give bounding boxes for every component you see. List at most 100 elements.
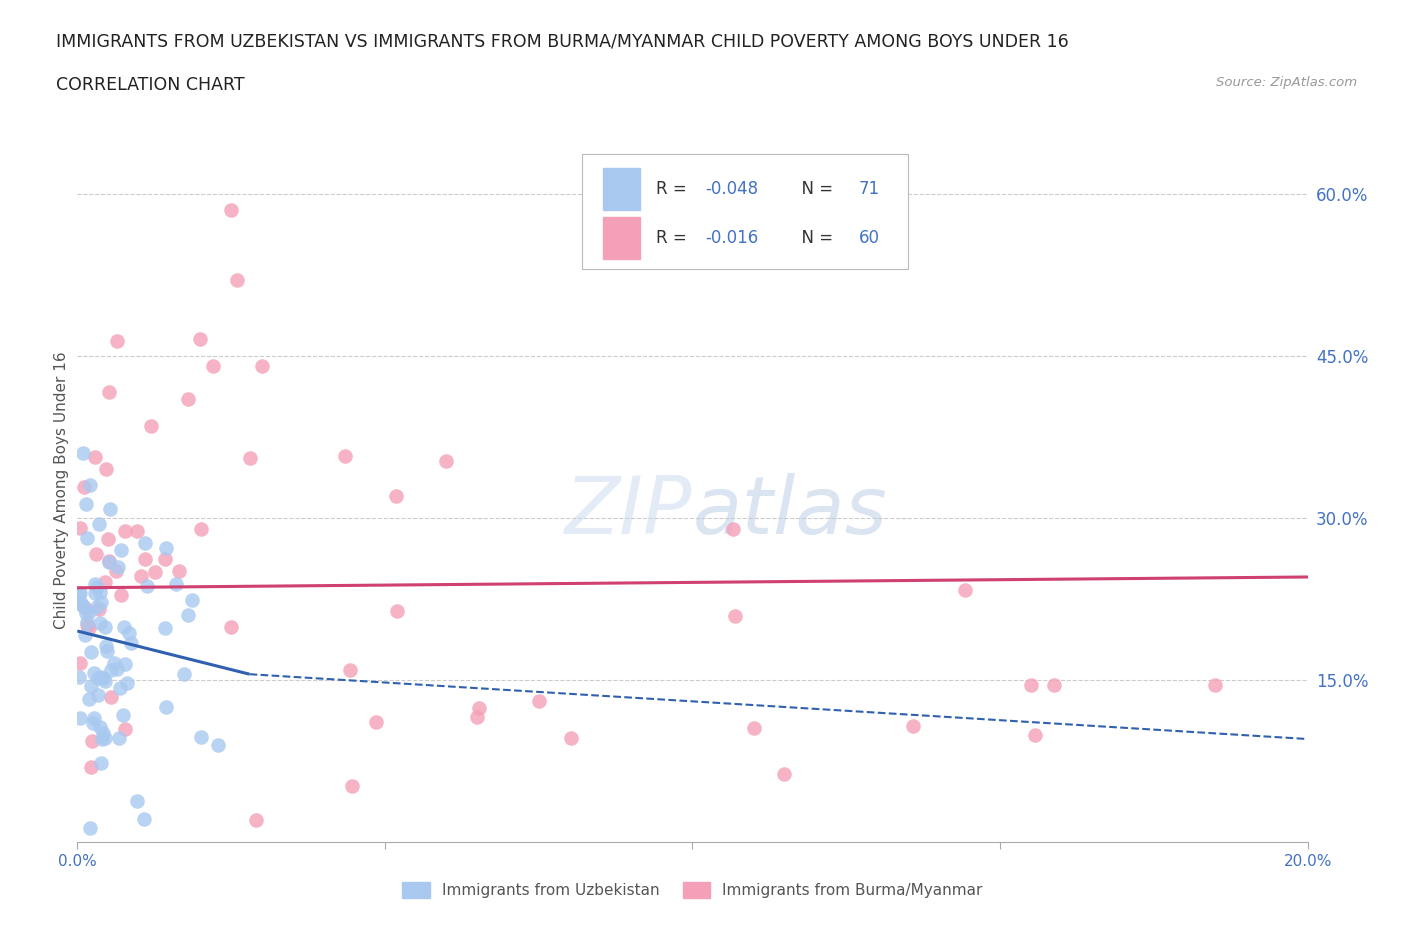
Point: [86, 580, 108, 595]
Point: [67, 670, 90, 684]
Text: R =: R =: [655, 179, 692, 198]
Point: [77, 604, 100, 619]
Point: [76, 614, 98, 629]
Point: [100, 662, 122, 677]
Point: [80, 679, 103, 694]
Point: [94, 638, 117, 653]
Point: [96, 644, 118, 658]
Point: [69, 521, 91, 536]
Point: [80, 760, 103, 775]
Point: [115, 676, 138, 691]
Point: [339, 662, 361, 677]
Point: [134, 811, 156, 826]
Point: [100, 502, 122, 517]
Point: [67, 587, 90, 602]
Point: [89, 616, 111, 631]
Point: [97, 554, 120, 569]
Point: [127, 524, 149, 538]
Point: [69, 656, 91, 671]
Point: [111, 708, 134, 723]
Text: 60: 60: [859, 229, 880, 246]
Point: [219, 619, 242, 634]
Point: [465, 710, 488, 724]
Point: [73, 628, 96, 643]
Point: [107, 560, 129, 575]
Point: [69, 711, 91, 725]
Point: [219, 203, 242, 218]
Point: [90, 594, 112, 609]
Point: [91, 725, 114, 740]
Point: [155, 699, 177, 714]
Text: IMMIGRANTS FROM UZBEKISTAN VS IMMIGRANTS FROM BURMA/MYANMAR CHILD POVERTY AMONG : IMMIGRANTS FROM UZBEKISTAN VS IMMIGRANTS…: [56, 33, 1069, 50]
Point: [190, 730, 212, 745]
Point: [73, 601, 96, 616]
Point: [83, 665, 105, 680]
Point: [207, 737, 229, 752]
Point: [155, 540, 177, 555]
Text: R =: R =: [655, 229, 692, 246]
Point: [560, 730, 582, 745]
Point: [108, 681, 131, 696]
Point: [79, 478, 101, 493]
Point: [90, 670, 112, 684]
Point: [143, 565, 166, 579]
Point: [134, 536, 156, 551]
Point: [80, 644, 103, 659]
Point: [384, 488, 406, 503]
Point: [201, 359, 224, 374]
Text: N =: N =: [792, 179, 838, 198]
Point: [76, 530, 98, 545]
Point: [468, 700, 491, 715]
Point: [98, 554, 121, 569]
Point: [110, 588, 132, 603]
Text: 71: 71: [859, 179, 880, 198]
Point: [87, 671, 110, 685]
Point: [181, 592, 204, 607]
Point: [83, 577, 105, 591]
Point: [190, 521, 212, 536]
Bar: [603, 167, 640, 210]
Point: [1019, 678, 1042, 693]
Point: [100, 690, 122, 705]
Point: [340, 778, 363, 793]
Point: [250, 359, 273, 374]
Point: [91, 671, 114, 685]
Point: [82, 715, 104, 730]
Point: [105, 662, 128, 677]
Point: [89, 602, 111, 617]
Point: [188, 332, 212, 347]
Point: [84, 450, 107, 465]
Text: CORRELATION CHART: CORRELATION CHART: [56, 76, 245, 94]
Y-axis label: Child Poverty Among Boys Under 16: Child Poverty Among Boys Under 16: [53, 352, 69, 630]
Point: [120, 636, 142, 651]
Point: [103, 656, 125, 671]
Point: [239, 451, 262, 466]
Point: [77, 621, 100, 636]
Text: Source: ZipAtlas.com: Source: ZipAtlas.com: [1216, 76, 1357, 89]
Point: [86, 599, 108, 614]
Point: [721, 522, 744, 537]
Point: [155, 551, 177, 566]
Point: [364, 714, 387, 729]
Point: [79, 821, 101, 836]
Point: [70, 595, 93, 610]
Point: [83, 711, 105, 725]
Point: [72, 598, 94, 613]
Text: N =: N =: [792, 229, 838, 246]
Legend: Immigrants from Uzbekistan, Immigrants from Burma/Myanmar: Immigrants from Uzbekistan, Immigrants f…: [396, 876, 988, 904]
Point: [129, 568, 152, 583]
Point: [80, 734, 103, 749]
Point: [72, 445, 94, 460]
Point: [955, 583, 977, 598]
Point: [1043, 677, 1066, 692]
Point: [742, 721, 765, 736]
Bar: [603, 217, 640, 259]
Point: [93, 731, 115, 746]
Point: [73, 479, 96, 494]
Point: [117, 626, 139, 641]
FancyBboxPatch shape: [582, 153, 908, 270]
Point: [110, 543, 132, 558]
Point: [94, 461, 117, 476]
Point: [112, 619, 135, 634]
Point: [134, 551, 156, 566]
